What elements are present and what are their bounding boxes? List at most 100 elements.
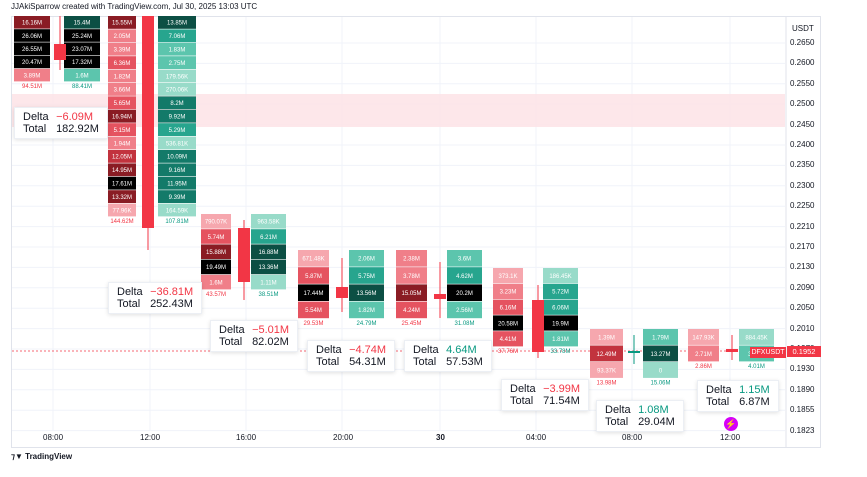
sell-volume-label: 373.1K [498, 274, 517, 280]
sell-volume-cell [108, 109, 136, 123]
buy-volume-label: 5.29M [169, 128, 186, 134]
sell-volume-label: 6.36M [114, 61, 131, 67]
price-tick: 0.2010 [790, 323, 815, 333]
sell-volume-cell [108, 136, 136, 150]
time-tick: 30 [436, 433, 445, 442]
sell-volume-cell [201, 229, 231, 244]
price-tick: 0.2400 [790, 140, 815, 149]
sell-volume-label: 26.55M [22, 47, 42, 53]
time-tick: 08:00 [43, 433, 64, 442]
time-tick: 16:00 [236, 433, 257, 442]
tradingview-logo: ⁊▼ TradingView [11, 452, 73, 461]
total-row: Total 29.04M [605, 416, 675, 428]
buy-volume-cell [447, 301, 482, 319]
price-tick: 0.2090 [790, 282, 815, 292]
buy-volume-label: 19.9M [552, 321, 569, 327]
sell-volume-label: 4.41M [500, 337, 517, 343]
sell-volume-cell [108, 176, 136, 190]
sell-volume-cell [493, 283, 523, 299]
sell-volume-cell [201, 259, 231, 275]
sell-volume-cell [14, 29, 50, 42]
sell-volume-cell [298, 267, 329, 284]
sell-total-label: 2.86M [695, 364, 712, 370]
sell-volume-label: 19.49M [206, 265, 226, 271]
sell-volume-cell [108, 203, 136, 217]
candle-body [726, 349, 738, 352]
sell-volume-cell [108, 190, 136, 203]
buy-volume-label: 7.06M [169, 34, 186, 40]
buy-volume-cell [447, 267, 482, 284]
buy-volume-label: 1.79M [652, 335, 669, 341]
buy-volume-label: 10.09M [167, 155, 187, 161]
buy-total-label: 38.51M [258, 292, 278, 298]
sell-volume-label: 17.61M [112, 182, 132, 188]
sell-volume-label: 5.15M [114, 128, 131, 134]
candle-body [434, 294, 446, 299]
buy-total-label: 31.08M [454, 321, 474, 327]
total-label: Total [316, 356, 340, 368]
buy-volume-label: 0 [659, 368, 663, 374]
buy-volume-cell [158, 150, 196, 163]
price-tick: 0.2300 [790, 180, 815, 190]
buy-volume-cell [543, 283, 578, 299]
lightning-icon[interactable]: ⚡ [724, 417, 738, 431]
buy-volume-cell [251, 274, 286, 290]
sell-volume-cell [201, 244, 231, 259]
total-label: Total [510, 395, 534, 407]
buy-volume-label: 1.11M [260, 280, 276, 286]
buy-volume-label: 15.4M [74, 21, 91, 27]
sell-volume-cell [688, 345, 719, 362]
buy-volume-cell [349, 284, 384, 301]
author-line: JJAkiSparrow created with TradingView.co… [11, 2, 258, 11]
buy-volume-cell [251, 214, 286, 229]
buy-volume-label: 884.45K [745, 335, 767, 341]
sell-volume-label: 5.74M [208, 235, 225, 241]
sell-volume-label: 20.58M [498, 321, 518, 327]
sell-volume-label: 3.39M [114, 48, 131, 54]
buy-volume-label: 536.81K [166, 141, 188, 147]
sell-volume-label: 17.44M [303, 291, 323, 297]
total-value: 6.87M [739, 396, 770, 408]
buy-volume-cell [251, 229, 286, 244]
delta-row: Delta 1.08M [605, 404, 675, 416]
sell-volume-cell [14, 16, 50, 29]
sell-volume-cell [590, 345, 623, 362]
candle-body [628, 351, 640, 353]
price-tick: 0.2250 [790, 201, 815, 211]
total-row: Total 252.43M [117, 298, 193, 310]
buy-total-label: 15.06M [650, 381, 670, 387]
delta-label: Delta [706, 384, 732, 396]
sell-total-label: 43.57M [206, 292, 226, 298]
sell-volume-label: 3.23M [500, 290, 517, 296]
sell-volume-cell [590, 329, 623, 345]
sell-volume-label: 1.94M [114, 141, 131, 147]
sell-volume-label: 14.95M [112, 168, 132, 174]
buy-volume-label: 20.2M [456, 291, 473, 297]
sell-total-label: 144.62M [110, 219, 133, 225]
total-value: 182.92M [56, 123, 99, 135]
delta-summary-card: Delta 4.64M Total 57.53M [404, 340, 492, 372]
sell-volume-label: 147.93K [692, 335, 714, 341]
buy-volume-cell [349, 250, 384, 267]
time-tick: 12:00 [720, 433, 741, 442]
sell-volume-label: 26.06M [22, 34, 42, 40]
price-tick: 0.2600 [790, 58, 815, 68]
buy-total-label: 88.41M [72, 84, 92, 90]
buy-volume-label: 13.56M [356, 291, 376, 297]
delta-label: Delta [23, 111, 49, 123]
buy-volume-cell [543, 331, 578, 347]
delta-value: −36.81M [150, 286, 194, 298]
buy-volume-cell [158, 16, 196, 29]
candle-body [532, 300, 544, 352]
total-value: 82.02M [252, 336, 289, 348]
buy-volume-cell [158, 176, 196, 190]
buy-volume-label: 11.95M [167, 182, 187, 188]
sell-volume-label: 5.54M [305, 308, 322, 314]
total-label: Total [605, 416, 629, 428]
sell-volume-label: 3.89M [24, 73, 41, 79]
total-label: Total [117, 298, 141, 310]
sell-volume-label: 16.94M [112, 115, 132, 121]
price-tick: 0.2130 [790, 262, 815, 272]
